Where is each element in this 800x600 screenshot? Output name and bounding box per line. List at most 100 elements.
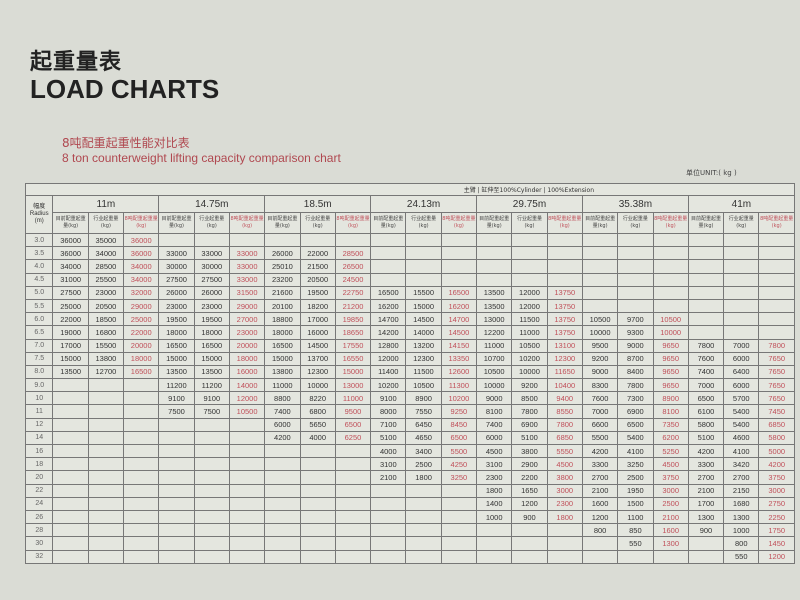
capacity-8t-cell: 7450	[758, 404, 795, 419]
radius-cell: 8.0	[24, 364, 54, 380]
capacity-industry-cell	[299, 232, 336, 248]
capacity-industry-cell: 21500	[299, 259, 336, 274]
table-row: 6.0 22000 18500 25000 19500 19500 27000 18800 17…	[24, 312, 795, 327]
capacity-8t-cell	[758, 259, 795, 274]
capacity-current-cell	[476, 232, 513, 248]
capacity-8t-cell: 10200	[440, 391, 478, 406]
capacity-8t-cell	[123, 470, 160, 485]
capacity-current-cell: 12000	[370, 351, 407, 366]
capacity-8t-cell	[440, 496, 478, 511]
capacity-industry-cell: 5400	[723, 417, 760, 432]
capacity-current-cell	[158, 536, 195, 551]
column-header: 8吨配重起重量(kg)	[334, 212, 372, 234]
table-row: 28 800 850 1600 900 1000 1750	[24, 523, 795, 538]
capacity-8t-cell: 24500	[334, 272, 372, 287]
capacity-industry-cell	[193, 509, 230, 525]
column-header: 目前配重起重量(kg)	[687, 212, 725, 234]
capacity-industry-cell: 9300	[617, 325, 654, 340]
capacity-8t-cell: 10400	[546, 378, 583, 393]
capacity-current-cell: 20100	[264, 298, 301, 314]
capacity-current-cell	[370, 483, 407, 498]
capacity-8t-cell: 8900	[652, 391, 689, 406]
capacity-industry-cell	[617, 549, 654, 564]
capacity-industry-cell	[511, 259, 548, 274]
capacity-industry-cell: 5400	[617, 430, 654, 446]
radius-cell: 9.0	[24, 378, 54, 393]
capacity-current-cell	[158, 549, 195, 564]
capacity-current-cell: 8800	[264, 391, 301, 406]
capacity-current-cell	[158, 483, 195, 498]
capacity-current-cell	[52, 391, 89, 406]
capacity-industry-cell: 13500	[193, 364, 230, 380]
radius-cell: 6.5	[24, 325, 54, 340]
capacity-current-cell	[52, 430, 89, 446]
capacity-industry-cell: 11000	[511, 325, 548, 340]
capacity-current-cell: 13000	[476, 312, 513, 327]
capacity-8t-cell: 13750	[546, 298, 583, 314]
capacity-8t-cell	[334, 457, 372, 472]
capacity-8t-cell	[758, 325, 795, 340]
column-header: 目前配重起重量(kg)	[52, 212, 89, 234]
capacity-industry-cell	[299, 443, 336, 459]
capacity-current-cell	[476, 246, 513, 261]
capacity-8t-cell	[440, 272, 478, 287]
table-row: 4.0 34000 28500 34000 30000 30000 33000 25010 21…	[24, 259, 795, 274]
radius-cell: 5.5	[24, 298, 54, 314]
capacity-8t-cell: 13000	[334, 378, 372, 393]
capacity-industry-cell	[723, 246, 760, 261]
capacity-8t-cell	[546, 246, 583, 261]
capacity-current-cell: 7400	[264, 404, 301, 419]
capacity-industry-cell: 16800	[87, 325, 125, 340]
capacity-industry-cell: 18500	[87, 312, 125, 327]
column-header: 8吨配重起重量(kg)	[440, 212, 478, 234]
capacity-industry-cell	[87, 483, 125, 498]
capacity-industry-cell: 550	[617, 536, 654, 551]
capacity-current-cell: 2300	[476, 470, 513, 485]
capacity-current-cell: 25010	[264, 259, 301, 274]
capacity-industry-cell: 7500	[193, 404, 230, 419]
capacity-8t-cell	[228, 523, 266, 538]
capacity-current-cell: 15000	[158, 351, 195, 366]
capacity-8t-cell	[546, 232, 583, 248]
capacity-current-cell	[52, 457, 89, 472]
capacity-8t-cell	[440, 536, 478, 551]
capacity-8t-cell: 7800	[546, 417, 583, 432]
capacity-current-cell: 6000	[476, 430, 513, 446]
capacity-current-cell	[264, 549, 301, 564]
capacity-8t-cell: 16500	[440, 285, 478, 300]
capacity-current-cell: 27500	[158, 272, 195, 287]
capacity-current-cell: 18000	[158, 325, 195, 340]
capacity-industry-cell	[87, 457, 125, 472]
capacity-industry-cell	[723, 325, 760, 340]
capacity-industry-cell: 9000	[617, 338, 654, 353]
capacity-current-cell	[476, 259, 513, 274]
table-row: 10 9100 9100 12000 8800 8220 11000 9100 8900 1020…	[24, 391, 795, 406]
table-row: 12 6000 5650 6500 7100 6450 8450 7400 6900 7800 66…	[24, 417, 795, 432]
capacity-industry-cell: 4100	[617, 443, 654, 459]
capacity-current-cell	[158, 470, 195, 485]
capacity-industry-cell: 850	[617, 523, 654, 538]
capacity-industry-cell: 34000	[87, 246, 125, 261]
capacity-8t-cell	[228, 417, 266, 432]
capacity-current-cell: 27500	[52, 285, 89, 300]
capacity-current-cell: 6600	[581, 417, 619, 432]
capacity-8t-cell	[440, 246, 478, 261]
capacity-8t-cell: 34000	[123, 272, 160, 287]
capacity-8t-cell: 9650	[652, 378, 689, 393]
capacity-industry-cell: 7800	[617, 378, 654, 393]
capacity-industry-cell: 3420	[723, 457, 760, 472]
capacity-8t-cell	[652, 232, 689, 248]
capacity-current-cell	[158, 509, 195, 525]
capacity-current-cell	[687, 298, 725, 314]
capacity-8t-cell	[228, 443, 266, 459]
capacity-industry-cell: 5400	[723, 404, 760, 419]
capacity-current-cell: 9000	[476, 391, 513, 406]
capacity-industry-cell: 22000	[299, 246, 336, 261]
capacity-current-cell	[52, 549, 89, 564]
capacity-current-cell: 10500	[581, 312, 619, 327]
capacity-current-cell	[52, 404, 89, 419]
capacity-8t-cell: 1200	[758, 549, 795, 564]
capacity-current-cell: 13500	[158, 364, 195, 380]
capacity-industry-cell	[511, 549, 548, 564]
capacity-8t-cell: 6500	[440, 430, 478, 446]
